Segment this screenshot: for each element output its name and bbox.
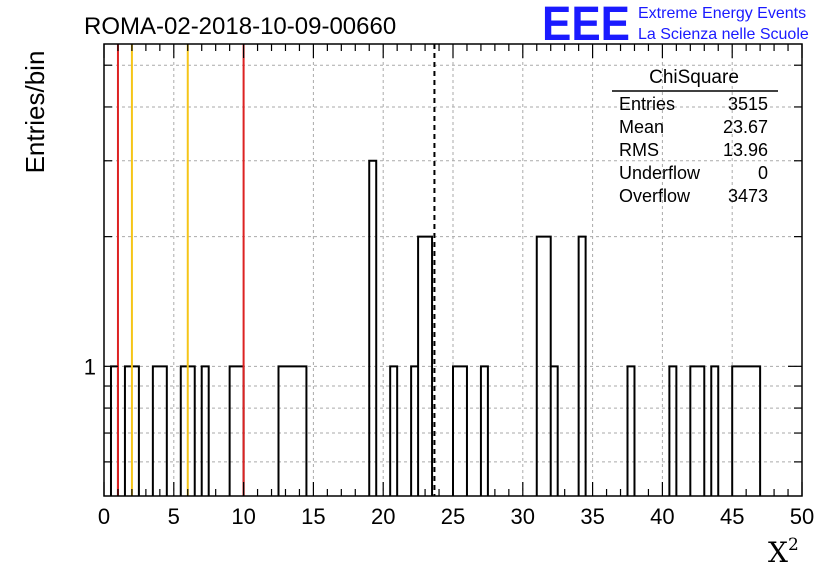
histogram-bin xyxy=(369,161,376,496)
chart-title: ROMA-02-2018-10-09-00660 xyxy=(84,13,396,40)
x-axis-label: X2 xyxy=(768,535,799,569)
x-tick-label: 50 xyxy=(790,504,814,529)
stats-value: 13.96 xyxy=(723,140,768,160)
x-tick-label: 45 xyxy=(720,504,744,529)
histogram-bin xyxy=(690,366,704,496)
histogram-bin xyxy=(628,366,635,496)
x-tick-label: 15 xyxy=(301,504,325,529)
histogram-bin xyxy=(669,366,676,496)
logo-line-1: Extreme Energy Events xyxy=(638,5,806,22)
histogram-bin xyxy=(481,366,488,496)
histogram-bin xyxy=(390,366,397,496)
histogram-bin xyxy=(279,366,307,496)
x-tick-label: 20 xyxy=(371,504,395,529)
histogram-bin xyxy=(202,366,209,496)
x-axis-label-sup: 2 xyxy=(788,535,799,555)
stats-value: 3473 xyxy=(728,186,768,206)
x-tick-label: 30 xyxy=(511,504,535,529)
x-tick-label: 35 xyxy=(580,504,604,529)
stats-value: 3515 xyxy=(728,94,768,114)
stats-title: ChiSquare xyxy=(649,67,739,88)
x-tick-label: 10 xyxy=(231,504,255,529)
x-axis-label-base: X xyxy=(768,536,788,569)
stats-label: RMS xyxy=(619,140,659,160)
stats-label: Mean xyxy=(619,117,664,137)
histogram-bin xyxy=(418,237,432,496)
histogram-bin xyxy=(453,366,467,496)
vertical-markers xyxy=(116,44,436,496)
histogram-bin xyxy=(153,366,167,496)
y-axis-label: Entries/bin xyxy=(20,51,50,174)
y-tick-label: 1 xyxy=(84,354,96,379)
histogram-bin xyxy=(711,366,718,496)
x-tick-label: 5 xyxy=(168,504,180,529)
axes: 0 5 10 15 20 25 30 35 40 45 50 1 xyxy=(84,43,814,529)
eee-logo: EEE Extreme Energy Events La Scienza nel… xyxy=(542,0,809,51)
stats-box: ChiSquare Entries 3515 Mean 23.67 RMS 13.96 Un… xyxy=(612,67,778,206)
histogram-bin xyxy=(411,366,418,496)
stats-value: 23.67 xyxy=(723,117,768,137)
stats-label: Underflow xyxy=(619,163,701,183)
stats-label: Entries xyxy=(619,94,675,114)
histogram-bin xyxy=(111,366,118,496)
stats-label: Overflow xyxy=(619,186,691,206)
histogram-bin xyxy=(551,366,558,496)
histogram-bin xyxy=(732,366,760,496)
stats-rows: Entries 3515 Mean 23.67 RMS 13.96 Underflow 0 Ov… xyxy=(619,94,768,206)
histogram-bin xyxy=(537,237,551,496)
stats-value: 0 xyxy=(758,163,768,183)
x-tick-label: 25 xyxy=(441,504,465,529)
x-tick-label: 40 xyxy=(650,504,674,529)
histogram-bin xyxy=(579,237,586,496)
eee-logo-text: EEE xyxy=(542,0,630,51)
logo-line-2: La Scienza nelle Scuole xyxy=(638,26,809,43)
x-tick-label: 0 xyxy=(98,504,110,529)
histogram-bin xyxy=(230,366,244,496)
